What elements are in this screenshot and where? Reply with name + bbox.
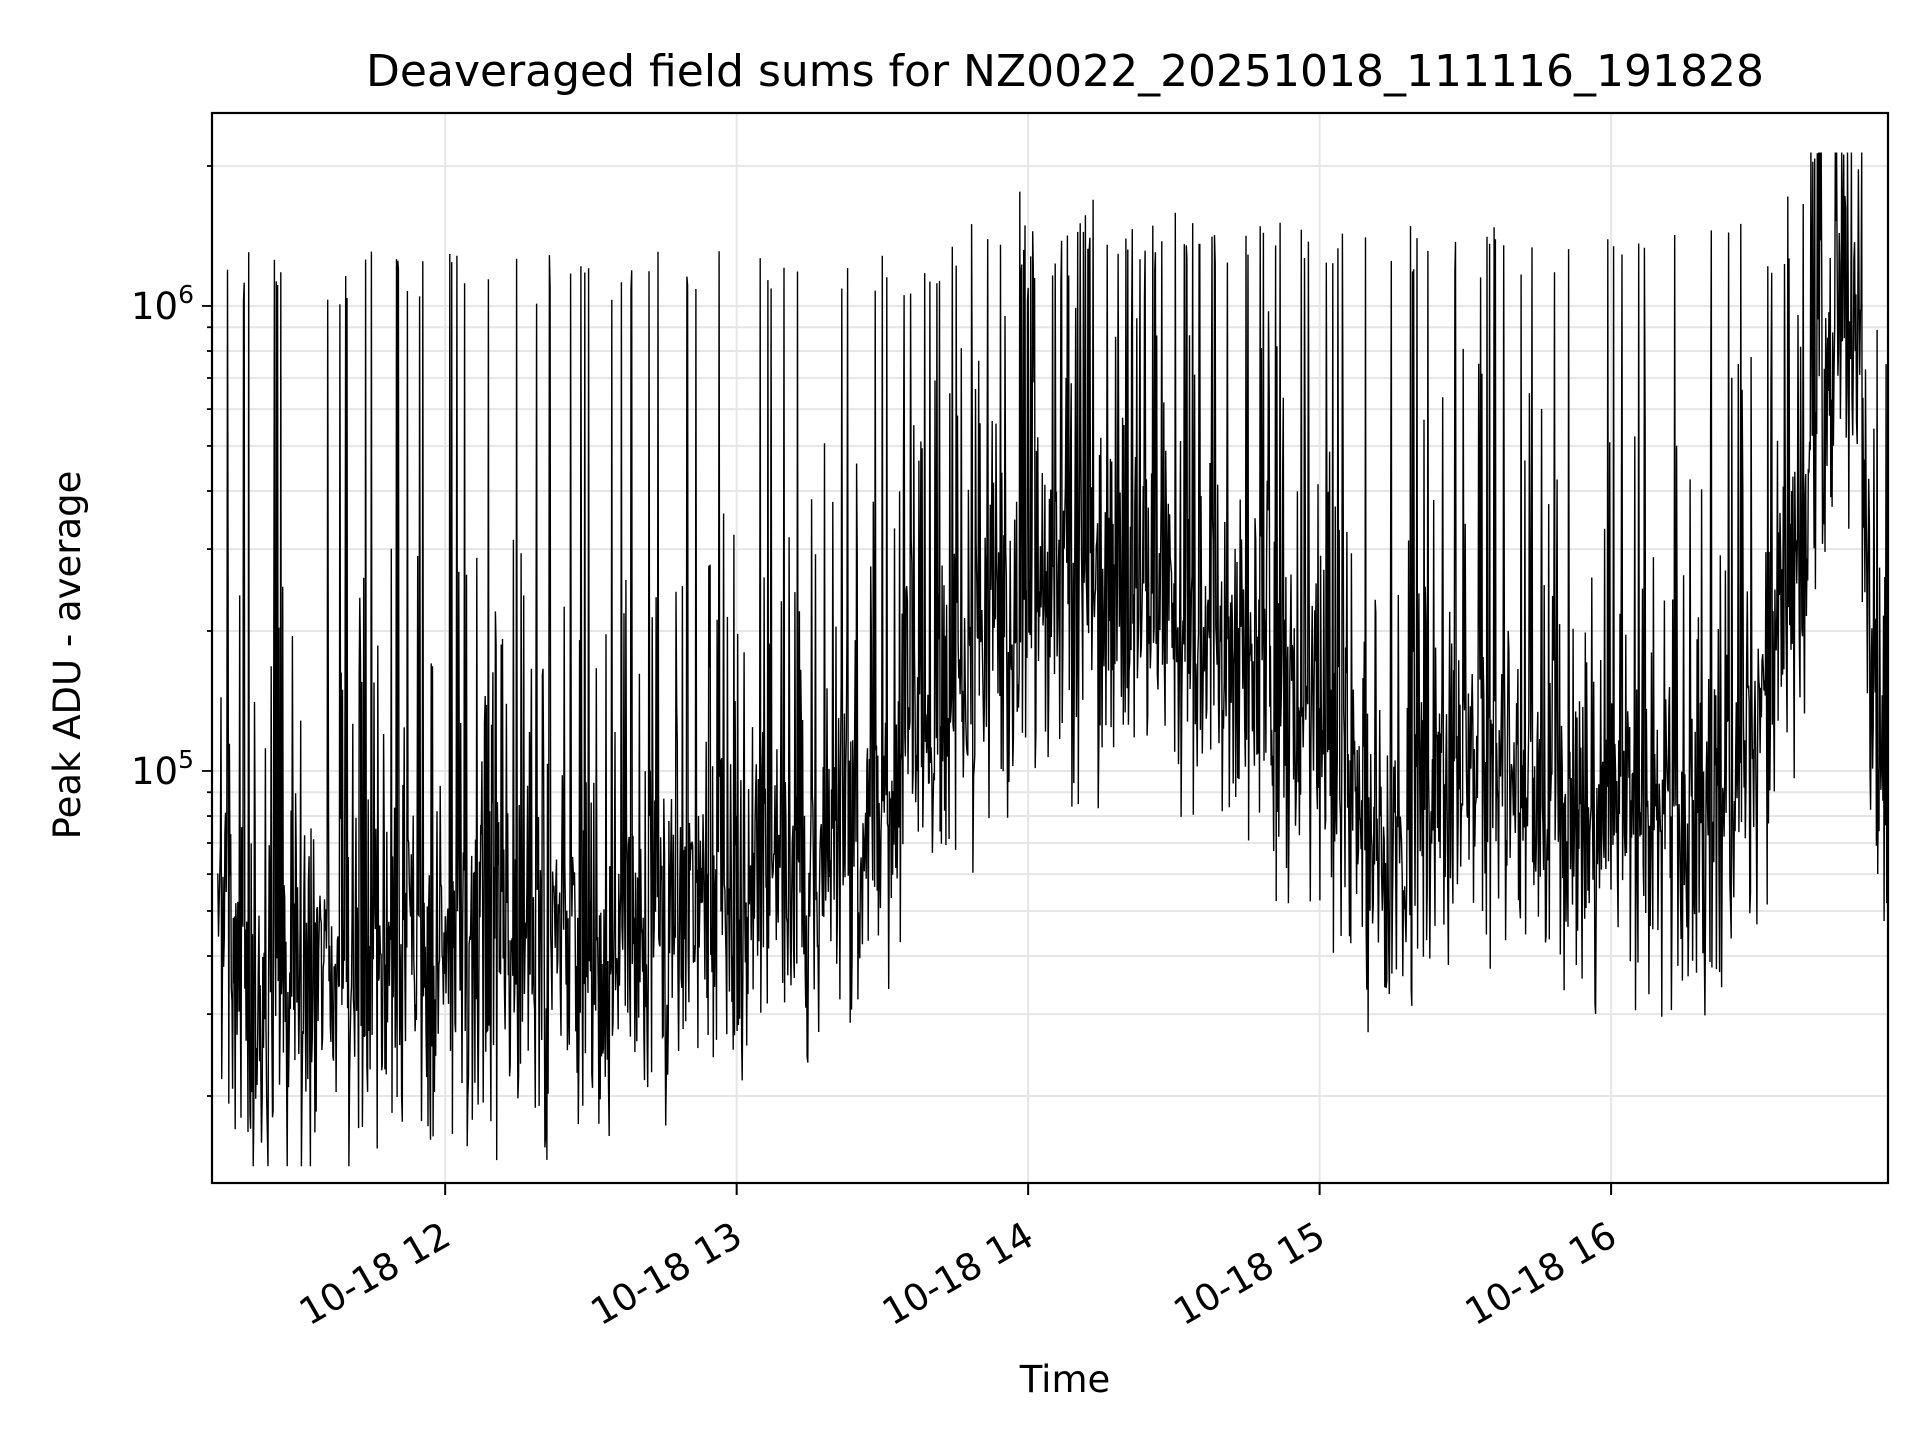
series-group [217,152,1889,1167]
x-tick-label: 10-18 12 [292,1214,458,1334]
y-tick-label: 105 [131,745,194,793]
x-axis-label: Time [1019,1358,1111,1401]
chart-title: Deaveraged field sums for NZ0022_2025101… [366,46,1764,97]
axes-frame [210,111,1890,1185]
y-axis-label: Peak ADU - average [46,471,89,840]
x-axis-ticks: 10-18 12 10-18 13 10-18 14 10-18 15 10-18 16 [292,1183,1624,1334]
series-line [217,152,1889,1167]
y-tick-label: 106 [131,280,194,328]
y-axis-ticks: 105 106 [131,165,212,1097]
x-tick-label: 10-18 16 [1458,1214,1624,1334]
x-tick-label: 10-18 15 [1167,1214,1333,1334]
x-tick-label: 10-18 14 [875,1214,1041,1334]
x-tick-label: 10-18 13 [584,1214,750,1334]
